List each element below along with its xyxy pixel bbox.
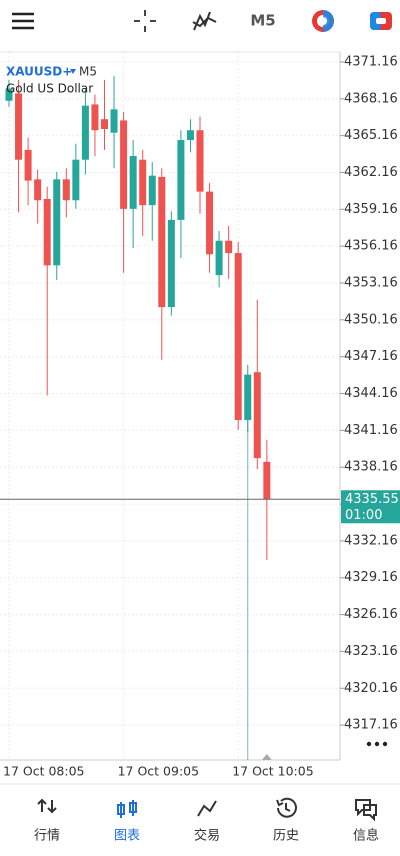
menu-button[interactable] — [12, 12, 34, 30]
y-tick-label: 4341.16 — [344, 423, 398, 438]
nav-label: 交易 — [194, 828, 220, 844]
y-tick-label: 4344.16 — [344, 386, 398, 401]
nav-icon — [117, 800, 137, 818]
candle-body — [215, 240, 223, 276]
candle-body — [53, 179, 61, 266]
plot: 4317.16 4320.16 4323.16 4326.16 4329.16 4332.… — [0, 52, 400, 779]
current-price-label: 4335.55 — [345, 492, 399, 507]
candle-body — [148, 175, 156, 206]
nav-icon — [37, 798, 57, 814]
current-price-tag — [341, 490, 400, 524]
candle-body — [177, 140, 185, 220]
symbol: XAUUSD+ — [6, 65, 72, 79]
y-tick-label: 4347.16 — [344, 349, 398, 364]
bottom-nav: 行情 图表 交易 历史 信息 — [34, 797, 379, 844]
nav-label: 行情 — [34, 829, 60, 844]
more-button[interactable] — [366, 741, 388, 747]
nav-item[interactable]: 信息 — [353, 799, 379, 844]
nav-icon — [276, 797, 297, 818]
candle-body — [62, 179, 70, 201]
y-tick-label: 4338.16 — [344, 460, 398, 475]
bar-countdown: 01:00 — [345, 508, 382, 523]
candle-body — [34, 179, 42, 201]
symbol-dropdown[interactable] — [70, 69, 76, 74]
candle-body — [206, 191, 214, 255]
y-tick-label: 4365.16 — [344, 128, 398, 143]
candle-body — [101, 119, 108, 130]
candle-body — [253, 372, 261, 459]
x-tick-label: 17 Oct 09:05 — [118, 764, 200, 779]
y-tick-label: 4368.16 — [344, 91, 398, 106]
symbol-description: Gold US Dollar — [6, 82, 93, 96]
y-tick-label: 4320.16 — [344, 681, 398, 696]
nav-item[interactable]: 历史 — [273, 797, 299, 844]
x-tick-label: 17 Oct 08:05 — [3, 764, 85, 779]
candle-body — [196, 130, 204, 192]
crosshair-button[interactable] — [134, 10, 156, 32]
y-tick-label: 4359.16 — [344, 202, 398, 217]
trade-button[interactable] — [312, 10, 334, 32]
candle-body — [244, 374, 252, 421]
candle-body — [5, 88, 13, 101]
y-tick-label: 4332.16 — [344, 533, 398, 548]
candle-body — [139, 159, 147, 206]
y-tick-label: 4329.16 — [344, 570, 398, 585]
x-tick-label: 17 Oct 10:05 — [232, 764, 314, 779]
indicators-button[interactable] — [192, 11, 217, 31]
y-tick-label: 4326.16 — [344, 607, 398, 622]
candle-body — [81, 105, 89, 160]
nav-label: 信息 — [353, 828, 379, 844]
candle-body — [91, 104, 99, 131]
y-tick-label: 4371.16 — [344, 54, 398, 69]
nav-item[interactable]: 交易 — [194, 800, 220, 844]
candle-body — [167, 219, 175, 308]
y-tick-label: 4350.16 — [344, 312, 398, 327]
candle-body — [225, 240, 233, 254]
nav-icon — [355, 799, 377, 822]
y-tick-label: 4353.16 — [344, 276, 398, 291]
nav-label: 图表 — [114, 829, 140, 844]
candle-body — [129, 156, 137, 209]
candle-body — [158, 176, 166, 308]
candle-body — [72, 159, 80, 201]
candle-body — [234, 253, 242, 421]
nav-icon — [197, 800, 217, 817]
nav-label: 历史 — [273, 829, 299, 844]
scroll-marker — [261, 754, 272, 760]
timeframe-button[interactable]: M5 — [250, 12, 275, 30]
candle-body — [186, 130, 194, 141]
candle-body — [24, 149, 32, 181]
account-button[interactable] — [370, 12, 392, 30]
nav-item[interactable]: 图表 — [114, 800, 140, 844]
candle-body — [43, 199, 51, 266]
candle-body — [15, 93, 23, 160]
candle-body — [263, 461, 271, 500]
y-tick-label: 4356.16 — [344, 239, 398, 254]
candle-body — [110, 109, 118, 133]
nav-item[interactable]: 行情 — [34, 798, 60, 844]
y-tick-label: 4323.16 — [344, 644, 398, 659]
y-tick-label: 4362.16 — [344, 165, 398, 180]
y-tick-label: 4317.16 — [344, 718, 398, 733]
candle-body — [120, 120, 128, 209]
symbol-timeframe: M5 — [79, 65, 97, 79]
